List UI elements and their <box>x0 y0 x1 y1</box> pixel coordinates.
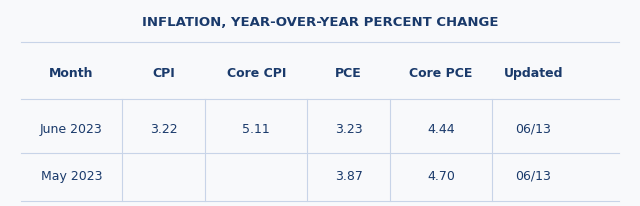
Text: Core CPI: Core CPI <box>227 67 286 80</box>
Text: 06/13: 06/13 <box>516 123 552 136</box>
Text: PCE: PCE <box>335 67 362 80</box>
Text: Core PCE: Core PCE <box>410 67 473 80</box>
Text: Month: Month <box>49 67 93 80</box>
Text: Updated: Updated <box>504 67 563 80</box>
Text: 3.22: 3.22 <box>150 123 178 136</box>
Text: May 2023: May 2023 <box>41 170 102 183</box>
Text: 3.23: 3.23 <box>335 123 362 136</box>
Text: 4.44: 4.44 <box>428 123 455 136</box>
Text: 06/13: 06/13 <box>516 170 552 183</box>
Text: June 2023: June 2023 <box>40 123 103 136</box>
Text: CPI: CPI <box>152 67 175 80</box>
Text: 3.87: 3.87 <box>335 170 363 183</box>
Text: INFLATION, YEAR-OVER-YEAR PERCENT CHANGE: INFLATION, YEAR-OVER-YEAR PERCENT CHANGE <box>141 16 499 29</box>
Text: 4.70: 4.70 <box>427 170 455 183</box>
Text: 5.11: 5.11 <box>243 123 270 136</box>
